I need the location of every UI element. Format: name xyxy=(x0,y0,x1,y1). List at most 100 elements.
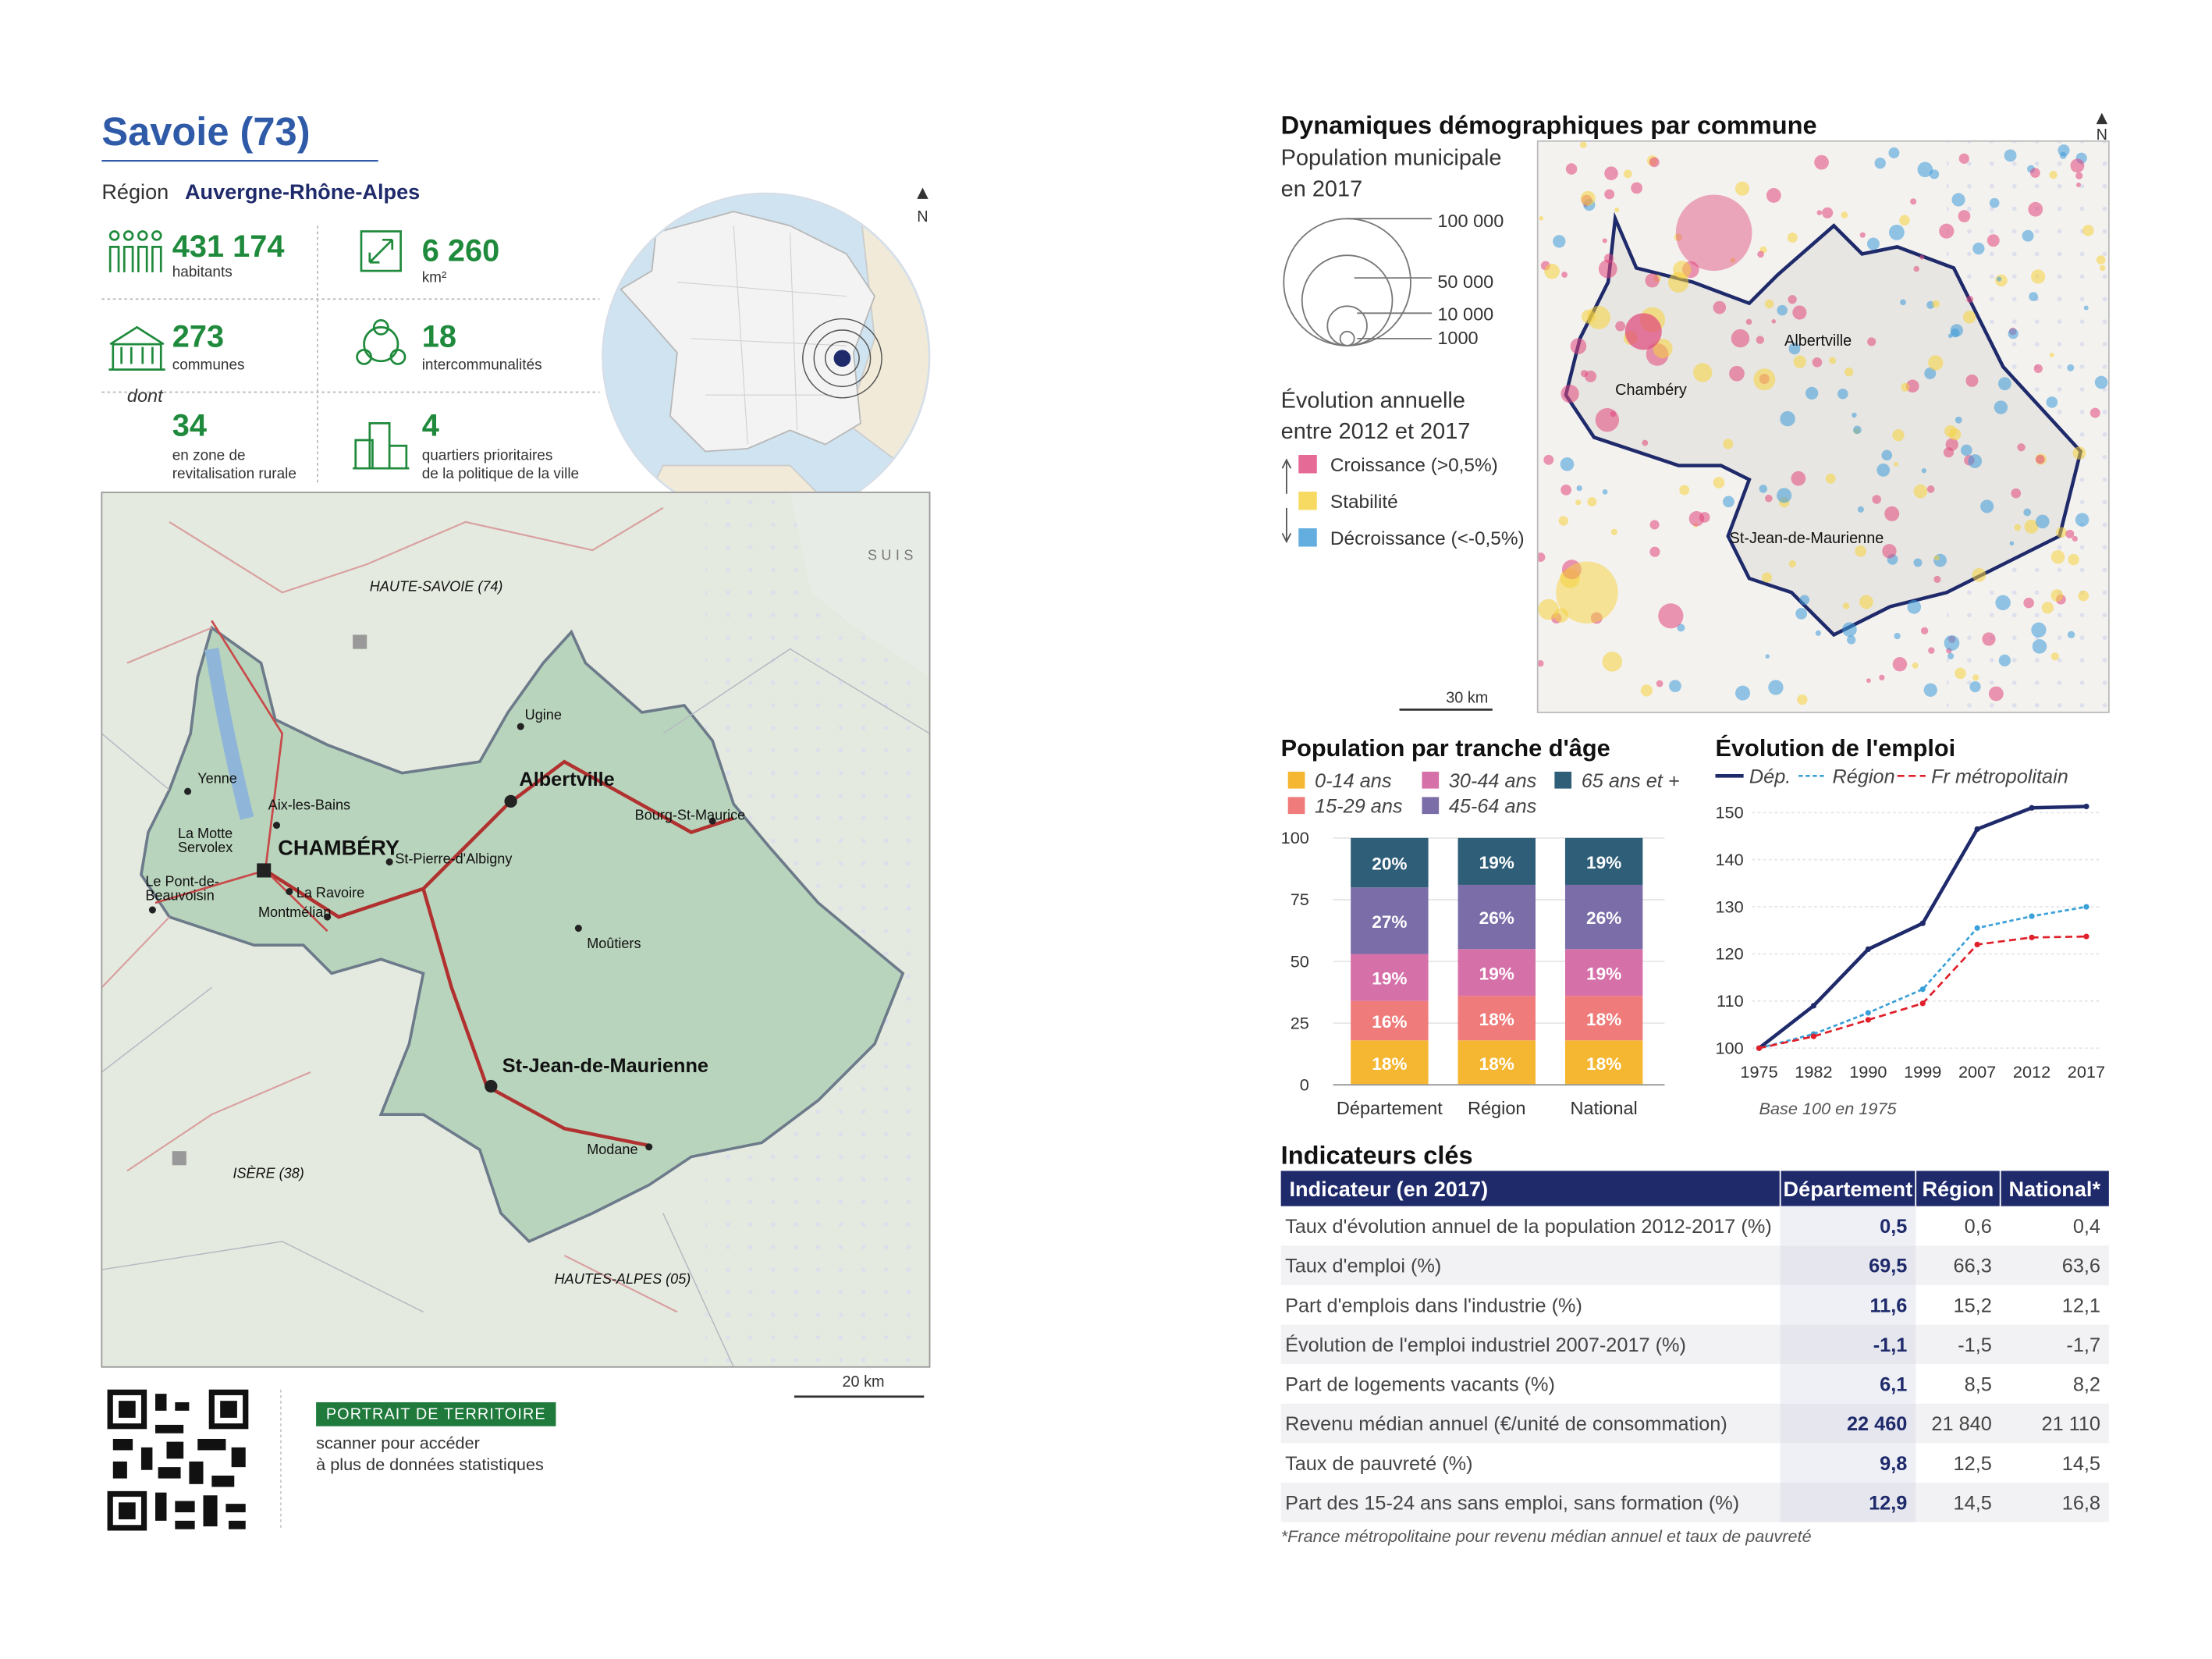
locator-globe xyxy=(602,192,931,521)
table-cell: -1,5 xyxy=(1958,1334,1992,1356)
commune-bubble xyxy=(2065,529,2075,538)
y-tick-label: 100 xyxy=(1281,828,1309,847)
commune-bubble xyxy=(1947,652,1955,659)
commune-bubble xyxy=(1859,232,1866,238)
commune-bubble xyxy=(1768,680,1784,695)
commune-bubble xyxy=(1761,572,1773,583)
dept-cell-bg xyxy=(1780,1284,1916,1325)
commune-bubble xyxy=(1560,457,1575,471)
change-legend-swatch xyxy=(1297,453,1319,475)
commune-bubble xyxy=(1788,295,1797,304)
commune-bubble xyxy=(1558,516,1568,526)
series-point xyxy=(2029,805,2035,811)
y-tick-label: 75 xyxy=(1291,890,1309,909)
change-legend-title: entre 2012 et 2017 xyxy=(1281,419,1471,444)
demography-label: Chambéry xyxy=(1615,382,1687,399)
commune-bubble xyxy=(1543,454,1554,465)
commune-bubble xyxy=(1933,555,1940,561)
commune-bubble xyxy=(1729,365,1745,382)
commune-bubble xyxy=(1961,444,1972,456)
legend-label: Dép. xyxy=(1749,766,1791,787)
commune-bubble xyxy=(1847,635,1856,645)
bar-segment xyxy=(1351,887,1429,954)
commune-bubble xyxy=(2031,622,2047,638)
commune-bubble xyxy=(1723,439,1734,449)
size-legend-label: 10 000 xyxy=(1437,304,1493,324)
commune-bubble xyxy=(1962,311,1976,324)
map-label: CHAMBÉRY xyxy=(278,836,399,860)
commune-bubble xyxy=(1797,694,1808,705)
commune-bubble xyxy=(1799,595,1810,606)
commune-bubble xyxy=(1845,368,1854,377)
commune-bubble xyxy=(2049,170,2058,179)
legend-label: Fr métropolitain xyxy=(1931,766,2068,787)
commune-bubble xyxy=(1853,425,1862,435)
series-point xyxy=(1810,1033,1817,1039)
map-label: ISÈRE (38) xyxy=(233,1166,304,1181)
commune-bubble xyxy=(2022,229,2034,242)
commune-bubble xyxy=(2049,353,2054,357)
bar-segment xyxy=(1351,954,1429,1001)
commune-bubble xyxy=(1764,299,1774,309)
table-cell: Revenu médian annuel (€/unité de consomm… xyxy=(1285,1413,1727,1435)
commune-bubble xyxy=(1615,321,1626,332)
commune-bubble xyxy=(1888,224,1905,240)
table-cell: 12,9 xyxy=(1869,1492,1907,1514)
bar-segment xyxy=(1351,837,1429,888)
commune-bubble xyxy=(1766,188,1781,203)
commune-bubble xyxy=(2059,151,2067,159)
commune-bubble xyxy=(2050,589,2064,602)
commune-bubble xyxy=(1933,575,1941,583)
commune-bubble xyxy=(1658,603,1684,629)
commune-bubble xyxy=(1565,163,1578,175)
table-cell: 69,5 xyxy=(1869,1256,1907,1277)
commune-bubble xyxy=(1771,319,1777,324)
table-cell: 21 110 xyxy=(2042,1413,2101,1435)
bar-segment xyxy=(1351,1000,1429,1041)
commune-bubble xyxy=(1972,567,1987,582)
legend-swatch xyxy=(1422,797,1440,815)
commune-bubble xyxy=(1894,461,1898,467)
stats-icons xyxy=(108,230,410,470)
table-header: Indicateur (en 2017) xyxy=(1290,1177,1489,1201)
demography-labels: Albertville Chambéry St-Jean-de-Maurienne xyxy=(1615,332,1884,547)
commune-bubble xyxy=(1699,512,1710,523)
commune-bubble xyxy=(1867,337,1876,346)
commune-bubble xyxy=(1969,680,1981,693)
commune-bubble xyxy=(1884,506,1900,521)
stat-label: revitalisation rurale xyxy=(172,466,296,482)
legend-label: Région xyxy=(1833,766,1895,787)
commune-bubble xyxy=(1556,561,1618,624)
commune-bubble xyxy=(2083,305,2089,311)
commune-bubble xyxy=(1595,408,1620,432)
y-tick-label: 0 xyxy=(1300,1075,1309,1094)
stat-label: en zone de xyxy=(172,447,246,464)
change-legend-label: Décroissance (<-0,5%) xyxy=(1330,528,1525,549)
commune-bubble xyxy=(2050,550,2065,564)
x-tick-label: 2007 xyxy=(1958,1062,1996,1082)
chart-title: Évolution de l'emploi xyxy=(1715,734,1955,762)
map-label: HAUTE-SAVOIE (74) xyxy=(370,578,503,594)
commune-bubble xyxy=(1972,674,1979,681)
map-label: HAUTES-ALPES (05) xyxy=(555,1271,691,1287)
commune-bubble xyxy=(1610,528,1617,535)
series-line xyxy=(1758,805,2086,1050)
stat-label: quartiers prioritaires xyxy=(422,447,553,464)
commune-bubble xyxy=(1624,313,1662,350)
commune-bubble xyxy=(1997,377,2011,391)
series-point xyxy=(1919,920,1926,926)
value-label: 18% xyxy=(1479,1054,1514,1074)
change-legend-swatch xyxy=(1297,527,1319,549)
commune-bubble xyxy=(1905,379,1919,393)
table-header-bg xyxy=(1280,1171,2109,1206)
commune-bubble xyxy=(1757,250,1764,258)
commune-bubble xyxy=(1759,485,1768,493)
commune-bubble xyxy=(1649,520,1660,530)
commune-bubble xyxy=(1947,333,1953,339)
map-frame xyxy=(101,492,931,1368)
commune-bubble xyxy=(2075,172,2083,179)
dept-cell-bg xyxy=(1780,1403,1916,1444)
commune-bubble xyxy=(1822,207,1834,218)
table-cell: 15,2 xyxy=(1954,1295,1992,1316)
series-point xyxy=(1974,925,1980,931)
